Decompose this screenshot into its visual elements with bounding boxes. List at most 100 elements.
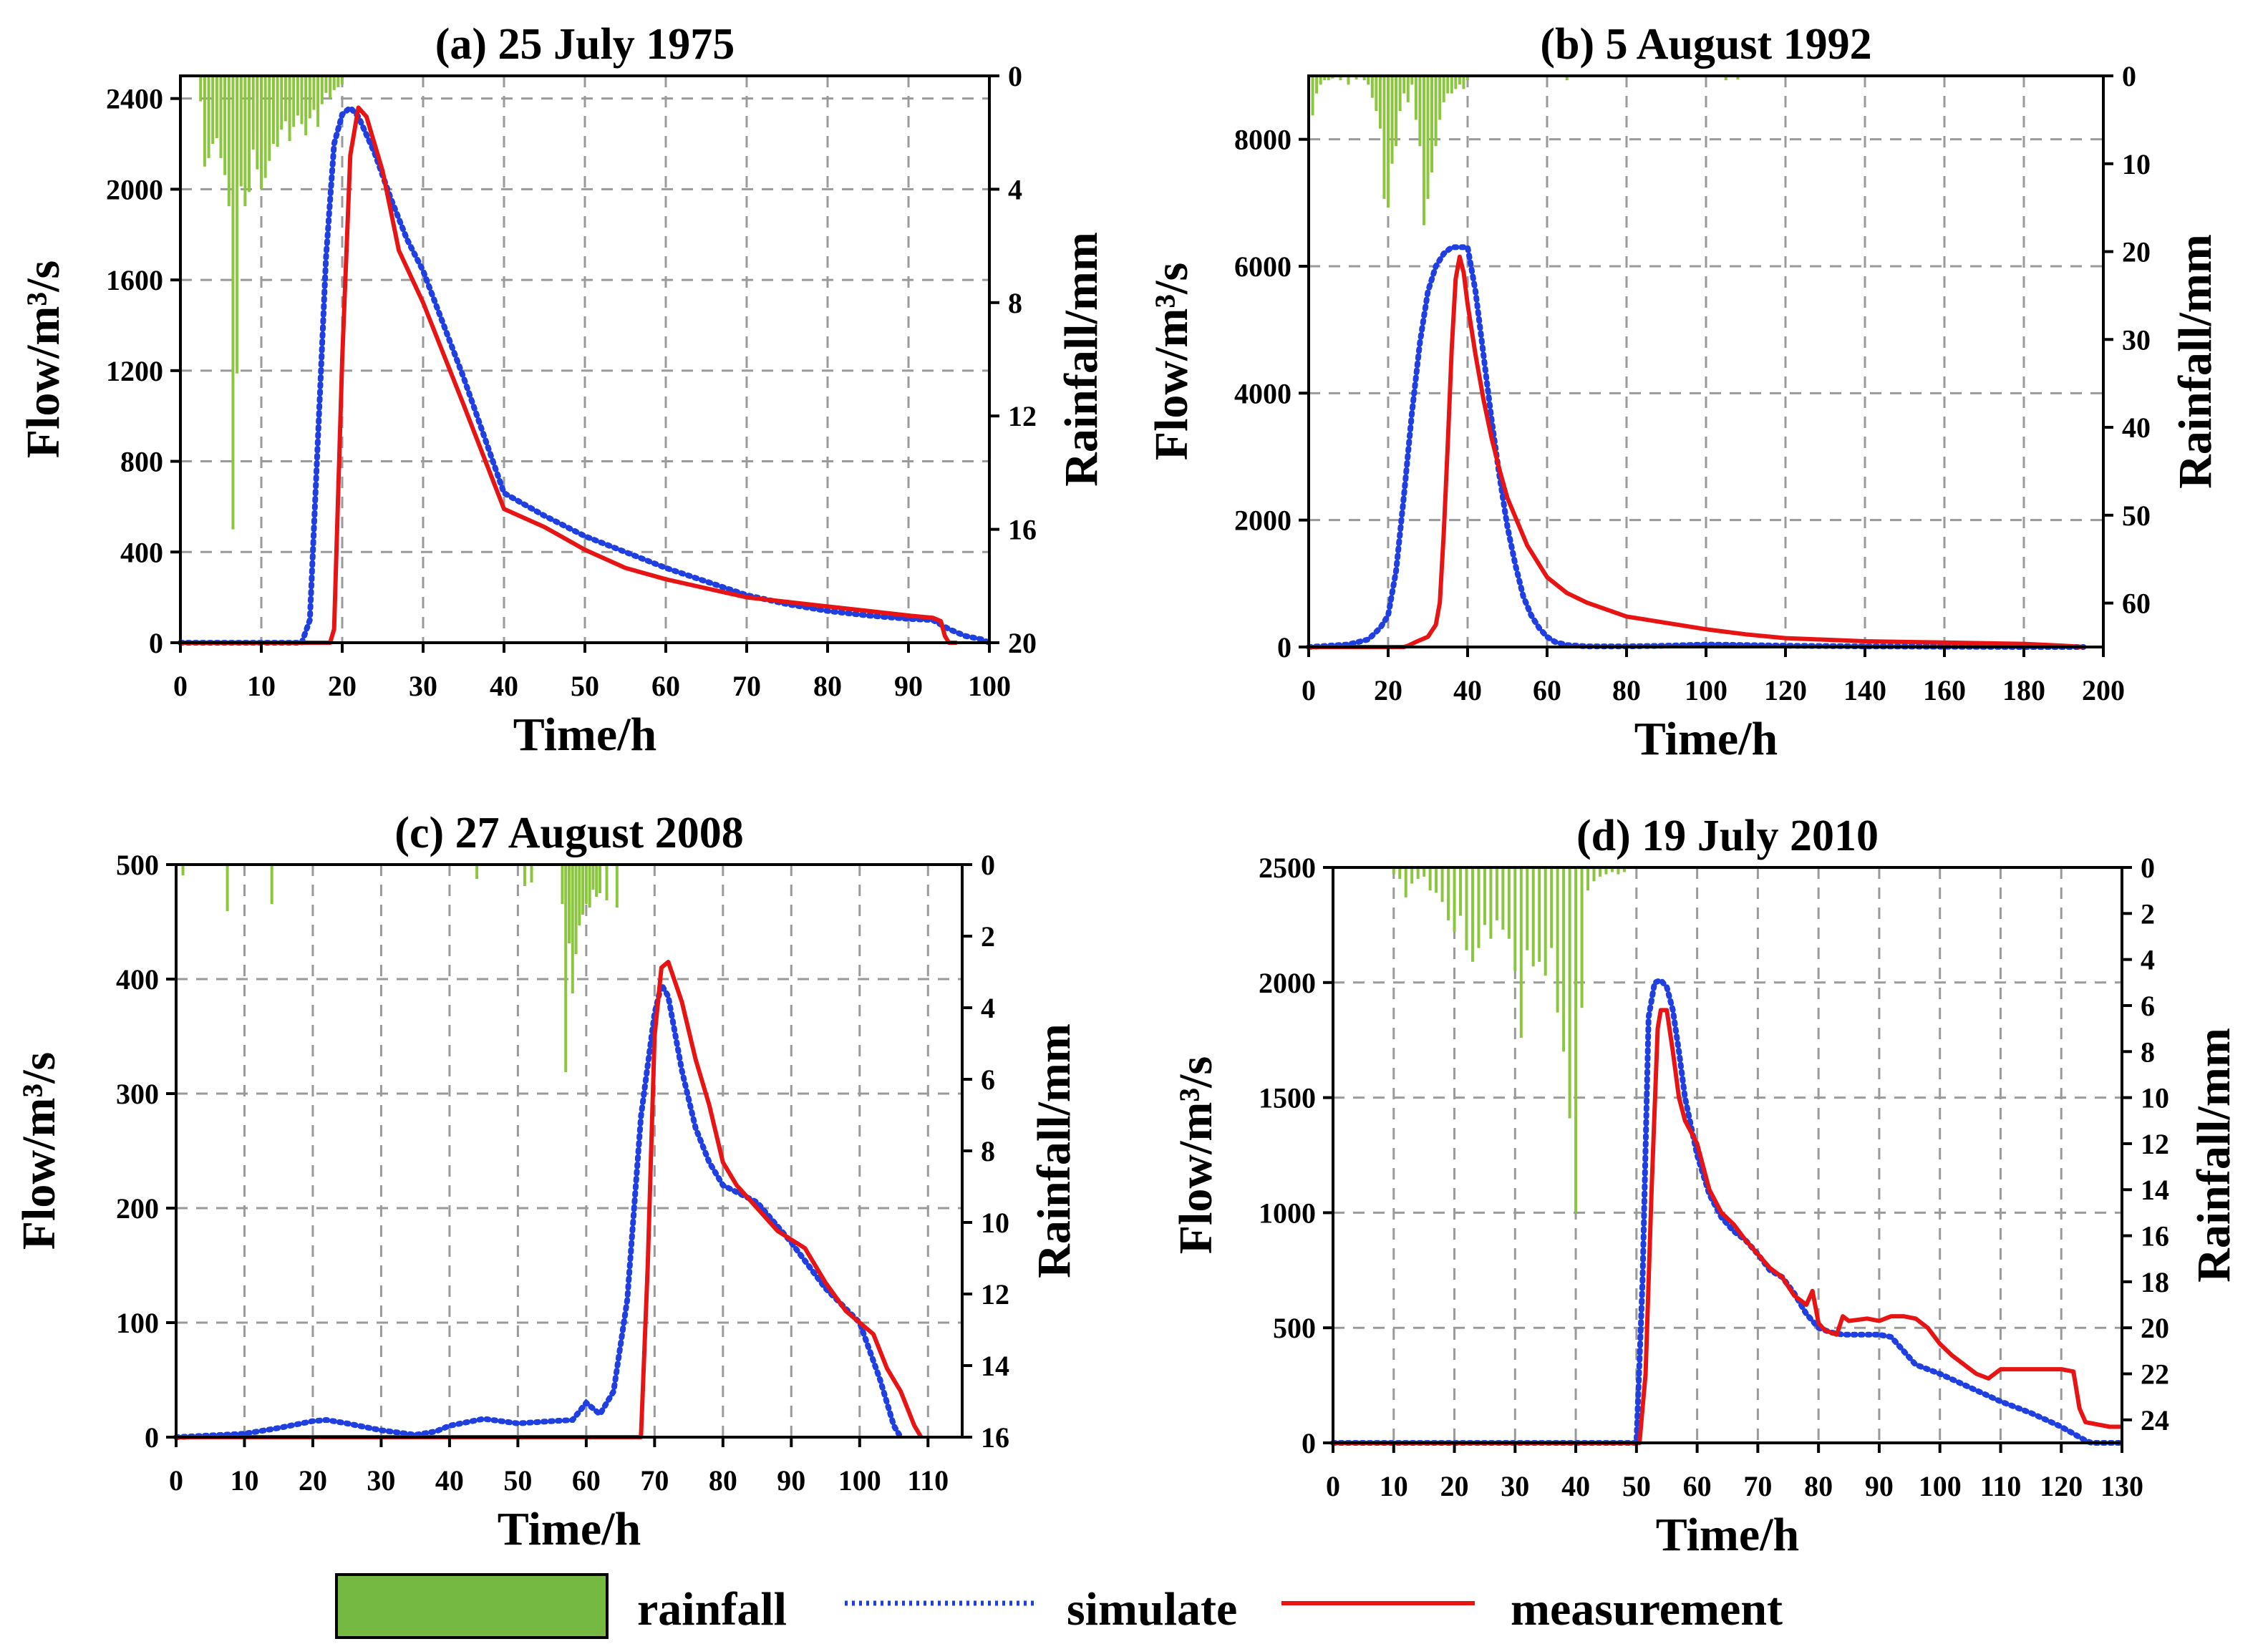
rainfall-bar [1617,867,1620,875]
rainfall-bar [227,76,231,207]
y-tick-label: 0 [1302,1427,1316,1459]
rainfall-bar [1513,867,1517,971]
y2-tick-label: 10 [981,1207,1009,1239]
x-tick-label: 100 [838,1464,881,1497]
rainfall-bar [523,865,526,886]
x-tick-label: 30 [409,670,437,702]
rainfall-bar [1370,76,1374,98]
y2-tick-label: 0 [1008,60,1022,92]
y-axis-label: Flow/m³/s [1170,1056,1222,1254]
rainfall-bar [1398,76,1402,112]
y-axis-label: Flow/m³/s [17,261,69,458]
y-tick-label: 1200 [106,355,163,387]
plot-frame [1332,866,2123,1444]
rainfall-bar [1395,76,1398,147]
x-axis-label: Time/h [513,709,656,761]
rainfall-bar [1442,76,1445,102]
x-tick-label: 0 [1302,674,1316,706]
rainfall-bar [595,865,598,897]
rainfall-bar [1458,76,1461,85]
rainfall-bar [1550,867,1554,948]
rainfall-bar [1470,867,1474,962]
y-tick-label: 8000 [1234,124,1292,156]
y2-tick-label: 8 [981,1135,995,1167]
rainfall-bar [578,865,581,925]
y-tick-label: 1000 [1259,1197,1316,1229]
measurement-line [1333,1008,2122,1445]
rainfall-bar [1466,76,1469,81]
rainfall-bar [1418,76,1422,147]
rainfall-bar [1404,867,1407,898]
rainfall-bar [1422,76,1425,225]
rainfall-bar [568,865,571,943]
rainfall-bar [475,865,479,879]
y2-tick-label: 6 [2141,990,2155,1022]
y-tick-label: 6000 [1234,250,1292,283]
x-tick-label: 90 [777,1464,805,1497]
rainfall-bar [1398,867,1402,880]
rainfall-bar [1347,76,1350,85]
y-tick-label: 500 [1273,1312,1316,1344]
y2-tick-label: 0 [2141,852,2155,884]
rainfall-bar [1430,76,1434,173]
x-tick-label: 200 [2082,674,2125,706]
rainfall-bar [260,76,263,190]
rainfall-bar [1311,76,1314,116]
y2-tick-label: 50 [2122,500,2151,532]
rainfall-bar [615,865,619,908]
rainfall-bar [1562,867,1566,1052]
y2-tick-label: 20 [1008,627,1037,659]
rainfall-bar [1435,867,1438,893]
rainfall-bar [1592,867,1596,882]
x-tick-label: 180 [2002,674,2045,706]
y2-tick-label: 20 [2122,236,2151,268]
rainfall-bar [1362,76,1366,81]
x-tick-label: 100 [1685,674,1727,706]
x-tick-label: 130 [2100,1470,2143,1502]
rainfall-bar [1367,76,1370,85]
rainfall-bar [1392,867,1395,875]
rainfall-bar [1410,76,1414,85]
x-tick-label: 20 [328,670,357,702]
y-tick-label: 2000 [106,173,163,205]
x-tick-label: 110 [1980,1470,2022,1502]
y-tick-label: 400 [116,963,159,996]
rainfall-bar [292,76,296,127]
rainfall-bar [1556,867,1559,1013]
rainfall-bar [336,76,340,87]
rainfall-bar [1354,76,1358,79]
panel-title: (c) 27 August 2008 [394,809,743,857]
simulate-line [178,103,992,646]
x-tick-label: 30 [367,1464,395,1497]
rainfall-bar [1459,867,1463,916]
x-tick-label: 70 [1743,1470,1772,1502]
x-tick-label: 40 [1561,1470,1590,1502]
x-tick-label: 60 [1683,1470,1712,1502]
y2-tick-label: 10 [2141,1082,2169,1114]
y2-tick-label: 20 [2141,1312,2169,1344]
y2-tick-label: 0 [981,849,995,881]
simulate-line [1330,976,2125,1446]
rainfall-bar [231,76,235,530]
y2-tick-label: 12 [2141,1128,2169,1160]
rainfall-bar [588,865,591,908]
rainfall-bar [564,865,568,1072]
rainfall-bar [248,76,251,193]
rainfall-bar [1423,867,1426,877]
x-tick-label: 90 [1865,1470,1894,1502]
y2-tick-label: 12 [981,1278,1009,1310]
rainfall-bar [1428,867,1432,891]
y-tick-label: 500 [116,849,159,881]
y2-tick-label: 24 [2141,1404,2169,1436]
y-tick-label: 400 [120,536,163,568]
y2-tick-label: 16 [2141,1220,2169,1252]
y-tick-label: 300 [116,1078,159,1110]
rainfall-bar [332,76,336,90]
rainfall-bar [1507,867,1511,939]
rainfall-bar [1489,867,1493,939]
panel-c: 0 10 20 30 40 50 60 70 80 90 100 110010020030040050… [13,809,1080,1555]
rainfall-bar [1598,867,1601,877]
rainfall-bar [1462,76,1465,89]
x-tick-label: 20 [299,1464,327,1497]
